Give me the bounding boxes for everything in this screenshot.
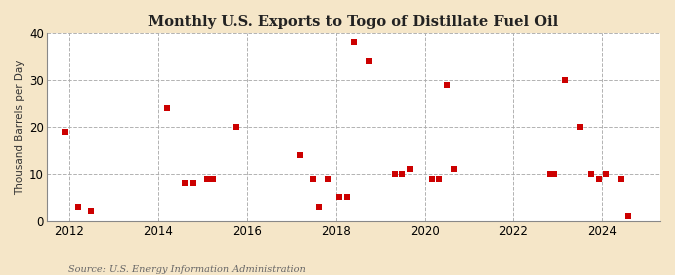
Point [549, 172, 560, 176]
Point [364, 59, 375, 63]
Point [308, 176, 319, 181]
Point [208, 176, 219, 181]
Point [545, 172, 556, 176]
Point [323, 176, 333, 181]
Point [295, 153, 306, 157]
Point [349, 40, 360, 45]
Point [441, 82, 452, 87]
Point [586, 172, 597, 176]
Point [404, 167, 415, 171]
Point [389, 172, 400, 176]
Point [574, 125, 585, 129]
Point [161, 106, 172, 110]
Point [230, 125, 241, 129]
Point [427, 176, 437, 181]
Point [60, 129, 71, 134]
Point [622, 214, 633, 218]
Point [313, 205, 324, 209]
Title: Monthly U.S. Exports to Togo of Distillate Fuel Oil: Monthly U.S. Exports to Togo of Distilla… [148, 15, 558, 29]
Point [179, 181, 190, 185]
Point [616, 176, 626, 181]
Point [188, 181, 199, 185]
Point [86, 209, 97, 214]
Point [560, 78, 571, 82]
Point [342, 195, 352, 200]
Point [201, 176, 212, 181]
Point [449, 167, 460, 171]
Point [397, 172, 408, 176]
Point [593, 176, 604, 181]
Text: Source: U.S. Energy Information Administration: Source: U.S. Energy Information Administ… [68, 265, 305, 274]
Y-axis label: Thousand Barrels per Day: Thousand Barrels per Day [15, 59, 25, 195]
Point [600, 172, 611, 176]
Point [72, 205, 83, 209]
Point [434, 176, 445, 181]
Point [334, 195, 345, 200]
